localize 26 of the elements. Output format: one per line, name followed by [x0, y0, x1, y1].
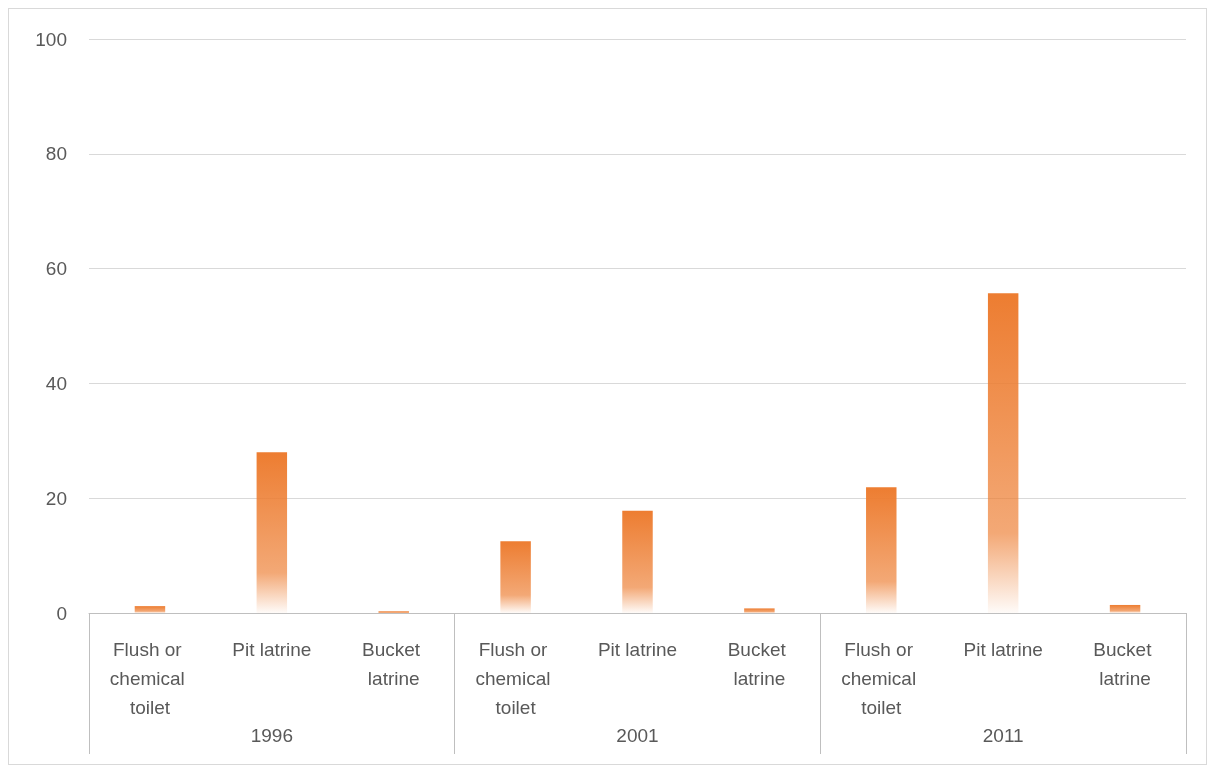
y-tick-label: 100	[35, 28, 67, 50]
x-tick-label: Bucket latrine	[727, 639, 792, 689]
bar	[1109, 604, 1141, 613]
y-tick-label: 40	[45, 372, 67, 394]
x-tick-label: Flush or chemical toilet	[841, 639, 922, 718]
bar	[256, 452, 288, 613]
x-tick-label: Pit latrine	[963, 639, 1043, 660]
y-tick-label: 80	[45, 143, 67, 165]
bar	[987, 293, 1019, 613]
x-tick-label: Bucket latrine	[1093, 639, 1157, 689]
x-tick-label: Flush or chemical toilet	[109, 639, 191, 718]
x-tick-label: Pit latrine	[597, 639, 678, 660]
bar	[622, 510, 653, 613]
text: 2001	[616, 725, 659, 746]
bar	[866, 487, 897, 613]
bar	[744, 608, 775, 613]
bar	[134, 606, 166, 613]
x-tick-label: Bucket latrine	[362, 639, 426, 689]
y-tick-label: 20	[45, 487, 67, 509]
text: 2011	[982, 725, 1024, 746]
y-tick-label: 0	[56, 602, 67, 624]
text: 1996	[250, 725, 293, 746]
bar	[500, 541, 531, 613]
y-tick-label: 60	[45, 258, 67, 280]
x-tick-label: Flush or chemical toilet	[475, 639, 556, 718]
x-tick-label: Pit latrine	[232, 639, 312, 660]
